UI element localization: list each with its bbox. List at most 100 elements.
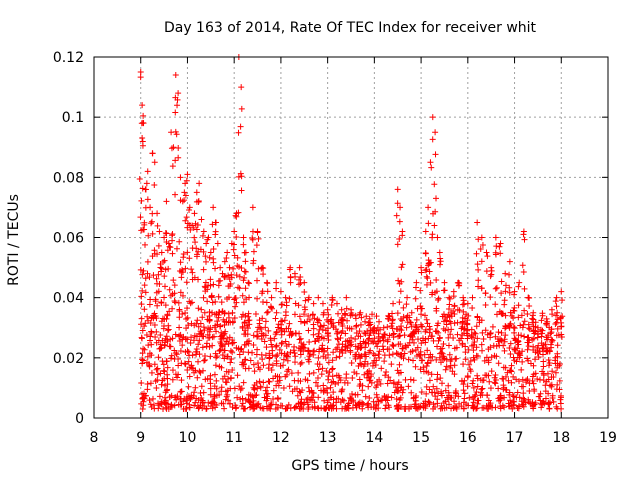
data-point [244,331,251,338]
baseline-point [171,394,178,401]
baseline-point [255,324,262,331]
baseline-point [295,377,302,384]
baseline-point [505,377,512,384]
data-point [190,224,197,231]
data-point [297,280,304,287]
baseline-point [148,352,155,359]
baseline-point [239,323,246,330]
data-point [422,267,429,274]
data-point [557,314,564,321]
data-point [440,325,447,332]
x-tick-label: 18 [552,430,570,446]
data-point [260,298,267,305]
baseline-point [147,401,154,408]
data-point [516,349,523,356]
baseline-point [345,405,352,412]
data-point [175,154,182,161]
baseline-point [518,312,525,319]
data-point [479,242,486,249]
baseline-point [365,383,372,390]
data-point [539,345,546,352]
baseline-point [169,367,176,374]
baseline-point [433,385,440,392]
baseline-point [260,362,267,369]
data-point [530,309,537,316]
data-point [530,335,537,342]
data-point [297,273,304,280]
data-point [446,301,453,308]
data-point [180,254,187,261]
data-point [171,298,178,305]
data-point [158,300,165,307]
baseline-point [368,338,375,345]
data-point [162,266,169,273]
data-point [242,258,249,265]
baseline-point [473,389,480,396]
data-point [226,334,233,341]
baseline-point [362,358,369,365]
data-point [187,300,194,307]
data-point [475,283,482,290]
data-point [291,350,298,357]
baseline-point [474,400,481,407]
baseline-point [495,329,502,336]
baseline-point [262,324,269,331]
data-point [386,352,393,359]
baseline-point [143,359,150,366]
data-point [417,352,424,359]
data-point [249,235,256,242]
data-point [198,306,205,313]
baseline-point [224,391,231,398]
data-point [437,261,444,268]
baseline-point [280,362,287,369]
baseline-point [163,387,170,394]
data-point [335,310,342,317]
baseline-point [487,385,494,392]
data-point [418,305,425,312]
data-point [403,314,410,321]
baseline-point [144,380,151,387]
baseline-point [155,354,162,361]
baseline-point [148,341,155,348]
data-point [238,84,245,91]
data-point [435,320,442,327]
data-point [390,334,397,341]
data-point [539,312,546,319]
baseline-point [263,390,270,397]
data-point [242,249,249,256]
baseline-point [513,376,520,383]
data-point [534,347,541,354]
data-point [286,266,293,273]
data-point [273,309,280,316]
baseline-point [231,385,238,392]
data-point [138,197,145,204]
data-point [511,291,518,298]
data-point [218,299,225,306]
baseline-point [144,313,151,320]
data-point [180,250,187,257]
baseline-point [373,313,380,320]
baseline-point [357,321,364,328]
data-point [175,299,182,306]
data-point [250,332,257,339]
data-point [149,150,156,157]
baseline-point [462,356,469,363]
data-point [525,294,532,301]
data-point [412,295,419,302]
data-point [446,294,453,301]
baseline-point [422,312,429,319]
data-point [164,247,171,254]
data-point [262,318,269,325]
data-point [427,279,434,286]
data-point [324,306,331,313]
data-point [358,352,365,359]
baseline-point [375,398,382,405]
baseline-point [207,372,214,379]
baseline-point [531,401,538,408]
data-point [396,299,403,306]
data-point [515,283,522,290]
data-point [202,258,209,265]
baseline-point [545,400,552,407]
baseline-point [242,341,249,348]
data-point [325,330,332,337]
